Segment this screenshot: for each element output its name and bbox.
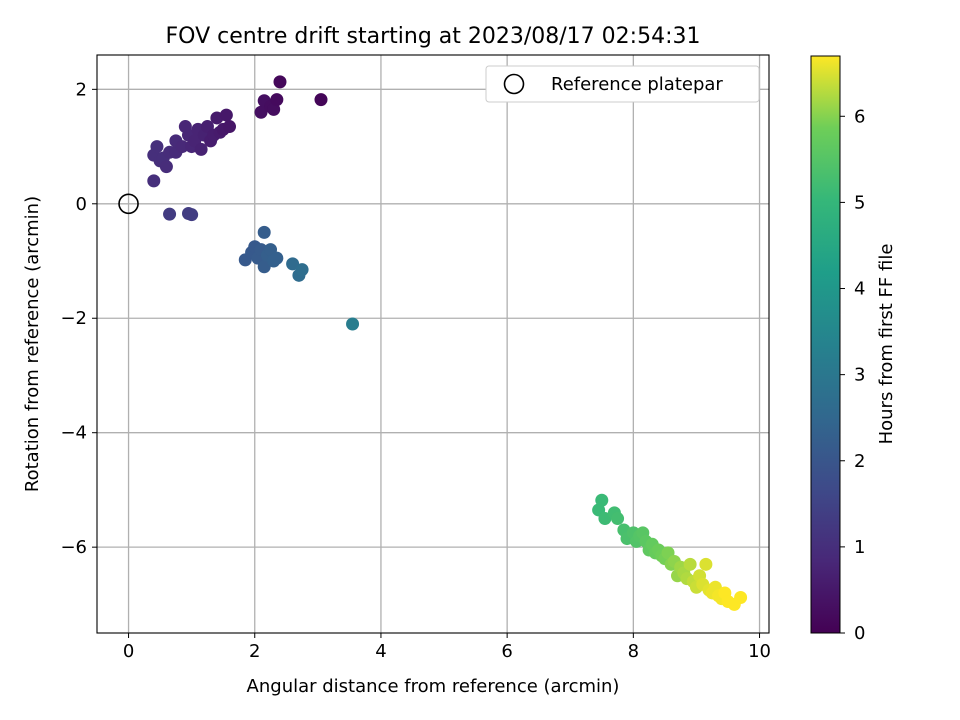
y-tick-label: −2 xyxy=(60,308,87,329)
data-point xyxy=(273,75,287,89)
y-axis-label: Rotation from reference (arcmin) xyxy=(22,196,43,492)
colorbar-tick-label: 0 xyxy=(854,623,865,644)
legend-label: Reference platepar xyxy=(551,74,723,95)
data-point xyxy=(270,251,284,265)
x-tick-label: 2 xyxy=(249,641,260,662)
y-tick-label: 2 xyxy=(76,79,87,100)
colorbar-tick-label: 4 xyxy=(854,279,865,300)
plot-area: 0 2 4 6 8 10 2 0 −2 −4 −6 Reference platepar xyxy=(60,54,771,662)
data-point xyxy=(257,260,271,274)
colorbar-tick-label: 3 xyxy=(854,365,865,386)
plot-background xyxy=(97,55,769,633)
x-axis-label: Angular distance from reference (arcmin) xyxy=(247,676,620,697)
x-tick-label: 8 xyxy=(628,641,639,662)
plot-frame xyxy=(96,54,770,634)
colorbar-tick-label: 6 xyxy=(854,106,865,127)
data-point xyxy=(254,105,268,119)
colorbar-ticks: 0 1 2 3 4 5 6 xyxy=(840,106,865,644)
legend-marker-icon xyxy=(503,73,525,95)
data-point xyxy=(611,512,625,526)
data-point xyxy=(286,257,300,271)
data-point xyxy=(223,120,237,134)
reference-platepar-marker xyxy=(118,193,139,215)
data-point xyxy=(159,160,173,174)
colorbar-label: Hours from first FF file xyxy=(876,244,897,445)
data-point xyxy=(295,263,309,277)
colorbar-tick-label: 1 xyxy=(854,537,865,558)
legend-box xyxy=(485,65,760,103)
chart-title: FOV centre drift starting at 2023/08/17 … xyxy=(166,24,701,49)
x-axis-ticks: 0 2 4 6 8 10 xyxy=(123,633,771,662)
data-point xyxy=(734,591,748,605)
data-point xyxy=(163,207,177,221)
data-point xyxy=(194,142,208,156)
data-point xyxy=(219,108,233,122)
data-point xyxy=(595,493,609,507)
x-tick-label: 0 xyxy=(123,641,134,662)
colorbar-tick-label: 2 xyxy=(854,451,865,472)
x-tick-label: 4 xyxy=(375,641,386,662)
data-point xyxy=(175,140,189,154)
data-point xyxy=(683,557,697,571)
colorbar: 0 1 2 3 4 5 6 Hours from first FF file xyxy=(810,55,897,644)
data-point xyxy=(598,512,612,526)
legend: Reference platepar xyxy=(485,65,760,103)
y-tick-label: −4 xyxy=(60,423,87,444)
data-point xyxy=(699,557,713,571)
data-point xyxy=(270,93,284,107)
x-tick-label: 6 xyxy=(501,641,512,662)
data-point xyxy=(346,317,360,331)
y-tick-label: −6 xyxy=(60,537,87,558)
x-tick-label: 10 xyxy=(748,641,771,662)
data-point xyxy=(257,225,271,239)
data-points xyxy=(147,75,748,611)
y-tick-label: 0 xyxy=(76,194,87,215)
data-point xyxy=(185,208,199,222)
colorbar-gradient xyxy=(810,55,841,634)
y-axis-ticks: 2 0 −2 −4 −6 xyxy=(60,79,97,558)
data-point xyxy=(314,93,328,107)
data-point xyxy=(150,140,164,154)
data-point xyxy=(147,174,161,188)
colorbar-tick-label: 5 xyxy=(854,192,865,213)
